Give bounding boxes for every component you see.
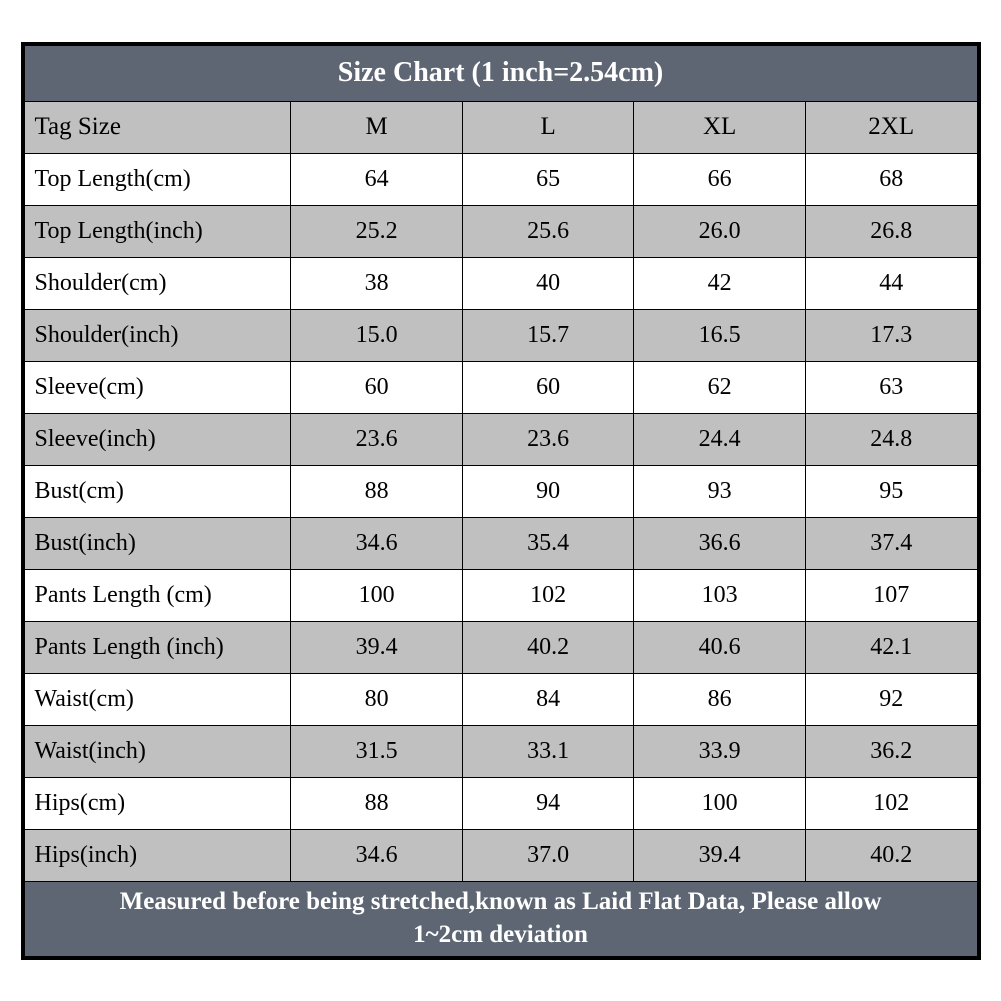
cell-value: 65 — [462, 153, 634, 205]
cell-value: 102 — [805, 777, 977, 829]
table-row: Pants Length (cm)100102103107 — [24, 569, 977, 621]
cell-value: 16.5 — [634, 309, 806, 361]
footer-line2: 1~2cm deviation — [413, 921, 588, 948]
cell-value: 15.7 — [462, 309, 634, 361]
row-label: Pants Length (inch) — [24, 621, 291, 673]
cell-value: 90 — [462, 465, 634, 517]
cell-value: 95 — [805, 465, 977, 517]
row-label: Top Length(inch) — [24, 205, 291, 257]
row-label: Hips(inch) — [24, 829, 291, 881]
cell-value: 93 — [634, 465, 806, 517]
cell-value: 33.9 — [634, 725, 806, 777]
cell-value: 39.4 — [634, 829, 806, 881]
cell-value: 17.3 — [805, 309, 977, 361]
size-chart-container: Size Chart (1 inch=2.54cm) Tag Size M L … — [21, 42, 981, 960]
cell-value: 33.1 — [462, 725, 634, 777]
row-label: Sleeve(cm) — [24, 361, 291, 413]
cell-value: 42 — [634, 257, 806, 309]
cell-value: 24.4 — [634, 413, 806, 465]
cell-value: 37.0 — [462, 829, 634, 881]
cell-value: 60 — [462, 361, 634, 413]
cell-value: 80 — [291, 673, 463, 725]
table-row: Sleeve(cm)60606263 — [24, 361, 977, 413]
cell-value: 36.6 — [634, 517, 806, 569]
table-body: Top Length(cm)64656668Top Length(inch)25… — [24, 153, 977, 881]
table-row: Waist(cm)80848692 — [24, 673, 977, 725]
cell-value: 44 — [805, 257, 977, 309]
cell-value: 100 — [634, 777, 806, 829]
cell-value: 35.4 — [462, 517, 634, 569]
row-label: Pants Length (cm) — [24, 569, 291, 621]
cell-value: 63 — [805, 361, 977, 413]
cell-value: 64 — [291, 153, 463, 205]
cell-value: 26.8 — [805, 205, 977, 257]
row-label: Waist(inch) — [24, 725, 291, 777]
cell-value: 23.6 — [291, 413, 463, 465]
cell-value: 94 — [462, 777, 634, 829]
table-row: Hips(cm)8894100102 — [24, 777, 977, 829]
row-label: Top Length(cm) — [24, 153, 291, 205]
col-header-l: L — [462, 101, 634, 153]
col-header-2xl: 2XL — [805, 101, 977, 153]
cell-value: 84 — [462, 673, 634, 725]
cell-value: 103 — [634, 569, 806, 621]
cell-value: 39.4 — [291, 621, 463, 673]
table-row: Sleeve(inch)23.623.624.424.8 — [24, 413, 977, 465]
cell-value: 15.0 — [291, 309, 463, 361]
cell-value: 60 — [291, 361, 463, 413]
row-label: Shoulder(inch) — [24, 309, 291, 361]
cell-value: 86 — [634, 673, 806, 725]
cell-value: 62 — [634, 361, 806, 413]
cell-value: 25.6 — [462, 205, 634, 257]
table-row: Shoulder(inch)15.015.716.517.3 — [24, 309, 977, 361]
cell-value: 24.8 — [805, 413, 977, 465]
row-label: Sleeve(inch) — [24, 413, 291, 465]
cell-value: 37.4 — [805, 517, 977, 569]
row-label: Shoulder(cm) — [24, 257, 291, 309]
cell-value: 42.1 — [805, 621, 977, 673]
table-row: Bust(cm)88909395 — [24, 465, 977, 517]
table-row: Top Length(inch)25.225.626.026.8 — [24, 205, 977, 257]
cell-value: 34.6 — [291, 517, 463, 569]
col-header-xl: XL — [634, 101, 806, 153]
cell-value: 66 — [634, 153, 806, 205]
cell-value: 68 — [805, 153, 977, 205]
cell-value: 102 — [462, 569, 634, 621]
col-header-m: M — [291, 101, 463, 153]
cell-value: 25.2 — [291, 205, 463, 257]
size-chart-table: Size Chart (1 inch=2.54cm) Tag Size M L … — [24, 45, 978, 957]
cell-value: 92 — [805, 673, 977, 725]
cell-value: 26.0 — [634, 205, 806, 257]
cell-value: 88 — [291, 777, 463, 829]
cell-value: 40.6 — [634, 621, 806, 673]
table-row: Waist(inch)31.533.133.936.2 — [24, 725, 977, 777]
cell-value: 38 — [291, 257, 463, 309]
table-row: Top Length(cm)64656668 — [24, 153, 977, 205]
table-title: Size Chart (1 inch=2.54cm) — [24, 45, 977, 101]
table-row: Pants Length (inch)39.440.240.642.1 — [24, 621, 977, 673]
table-row: Bust(inch)34.635.436.637.4 — [24, 517, 977, 569]
cell-value: 40.2 — [462, 621, 634, 673]
row-label: Bust(cm) — [24, 465, 291, 517]
cell-value: 40.2 — [805, 829, 977, 881]
cell-value: 34.6 — [291, 829, 463, 881]
title-row: Size Chart (1 inch=2.54cm) — [24, 45, 977, 101]
header-row: Tag Size M L XL 2XL — [24, 101, 977, 153]
table-footer: Measured before being stretched,known as… — [24, 881, 977, 956]
col-header-tagsize: Tag Size — [24, 101, 291, 153]
cell-value: 88 — [291, 465, 463, 517]
cell-value: 100 — [291, 569, 463, 621]
cell-value: 31.5 — [291, 725, 463, 777]
table-row: Shoulder(cm)38404244 — [24, 257, 977, 309]
row-label: Hips(cm) — [24, 777, 291, 829]
cell-value: 107 — [805, 569, 977, 621]
table-row: Hips(inch)34.637.039.440.2 — [24, 829, 977, 881]
footer-row: Measured before being stretched,known as… — [24, 881, 977, 956]
footer-line1: Measured before being stretched,known as… — [120, 888, 882, 915]
row-label: Bust(inch) — [24, 517, 291, 569]
cell-value: 23.6 — [462, 413, 634, 465]
cell-value: 36.2 — [805, 725, 977, 777]
cell-value: 40 — [462, 257, 634, 309]
row-label: Waist(cm) — [24, 673, 291, 725]
